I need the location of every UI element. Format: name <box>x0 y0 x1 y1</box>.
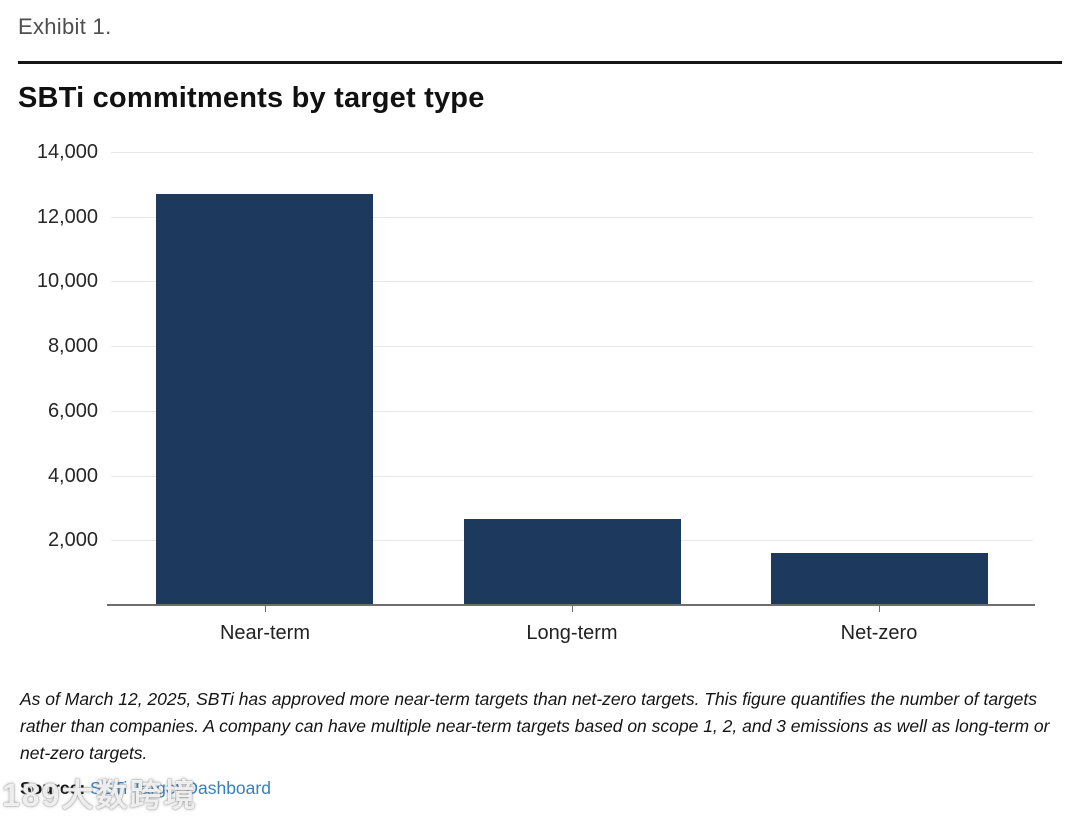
x-axis-label: Near-term <box>219 622 310 644</box>
bar-long-term <box>464 519 681 605</box>
x-axis-tick <box>879 605 880 612</box>
y-axis-label: 12,000 <box>36 206 98 228</box>
x-axis-label: Net-zero <box>840 622 918 644</box>
x-axis-line <box>107 604 1035 606</box>
gridline <box>111 217 1033 218</box>
gridline <box>111 346 1033 347</box>
gridline <box>111 411 1033 412</box>
y-axis-label: 14,000 <box>36 141 98 163</box>
x-axis-label: Long-term <box>526 622 618 644</box>
gridline <box>111 152 1033 153</box>
x-axis-tick <box>572 605 573 612</box>
source-label: Source: <box>20 778 86 798</box>
exhibit-label: Exhibit 1. <box>18 14 112 39</box>
divider-rule <box>18 61 1062 64</box>
source-link[interactable]: SBTi Target Dashboard <box>90 778 271 798</box>
y-axis-label: 4,000 <box>47 465 98 487</box>
gridline <box>111 281 1033 282</box>
chart-footnote: As of March 12, 2025, SBTi has approved … <box>20 689 1050 763</box>
y-axis-label: 6,000 <box>47 400 98 422</box>
y-axis-label: 10,000 <box>36 270 98 292</box>
bar-near-term <box>156 194 373 605</box>
bar-net-zero <box>771 553 988 605</box>
chart-title: SBTi commitments by target type <box>18 82 485 114</box>
gridline <box>111 476 1033 477</box>
y-axis-label: 8,000 <box>47 335 98 357</box>
x-axis-tick <box>265 605 266 612</box>
source-line: Source: SBTi Target Dashboard <box>20 778 271 799</box>
y-axis-label: 2,000 <box>47 529 98 551</box>
